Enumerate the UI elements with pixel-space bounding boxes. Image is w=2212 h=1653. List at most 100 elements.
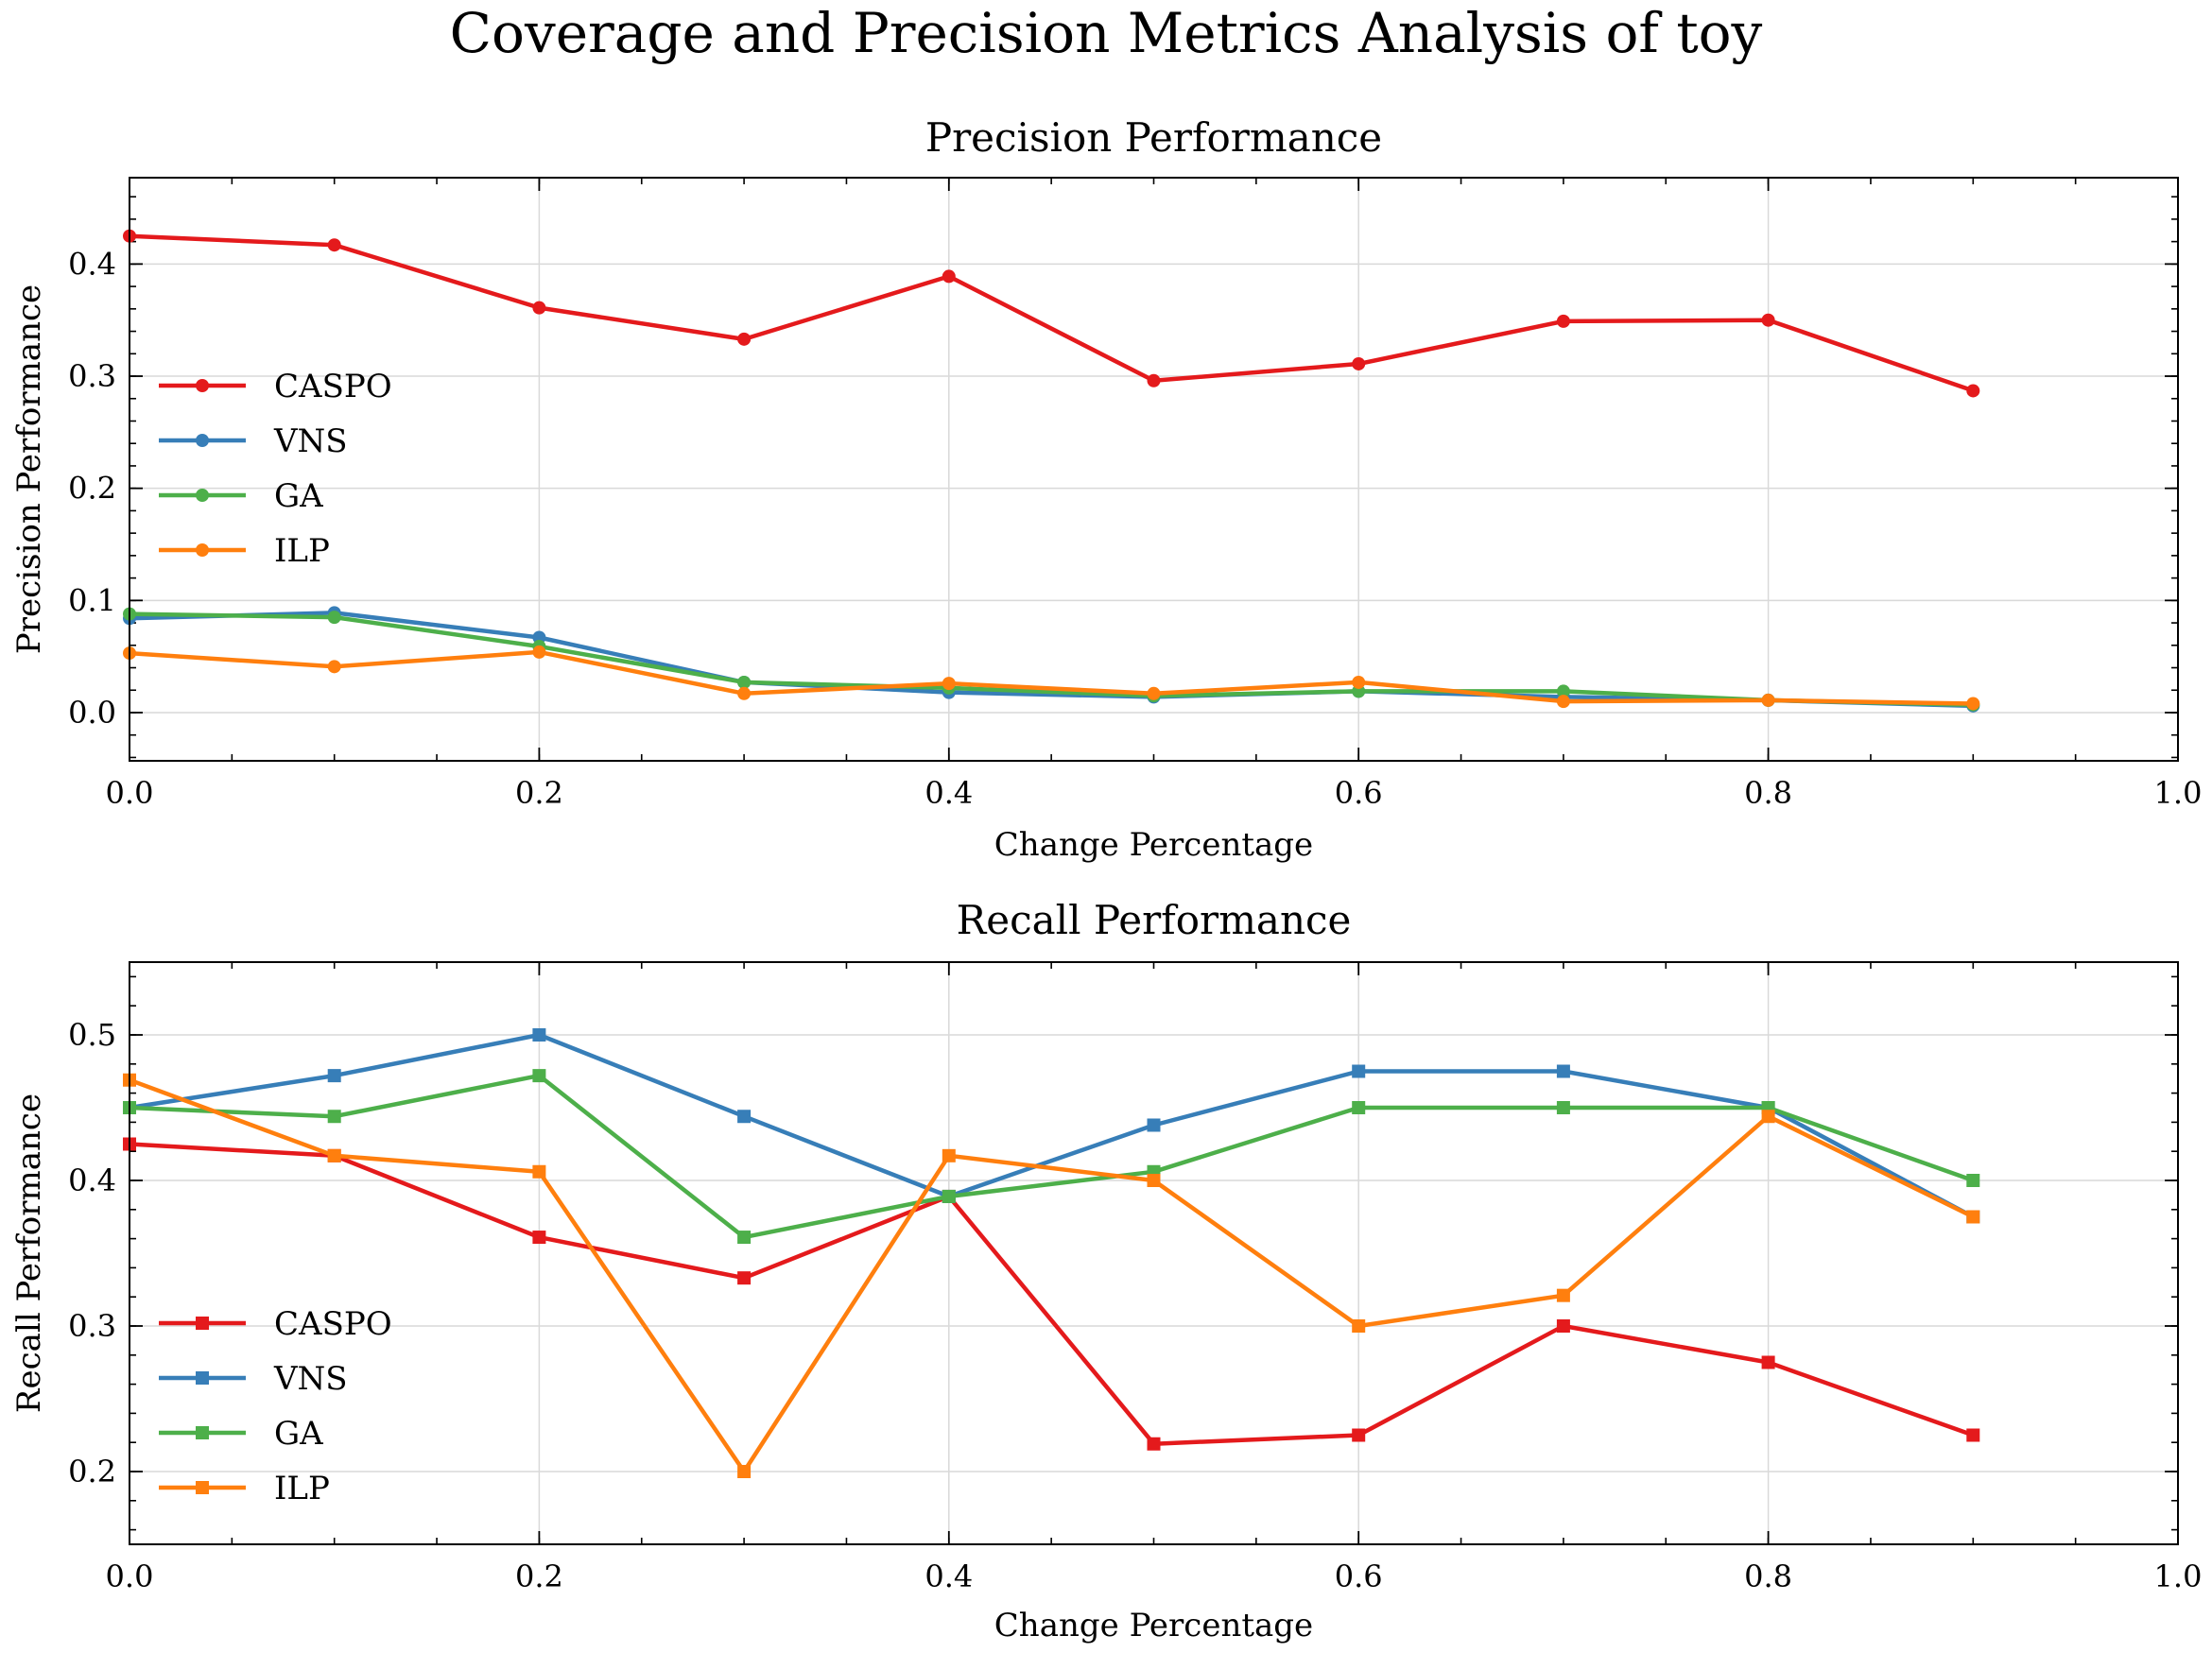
data-point (1556, 1101, 1570, 1114)
series-line-vns (127, 611, 1976, 709)
data-point (737, 1271, 752, 1285)
data-point (1352, 356, 1366, 370)
data-point (327, 1148, 341, 1162)
series-ilp (123, 645, 1980, 711)
series-line-ilp (127, 1077, 1976, 1474)
x-tick-label: 0.8 (1744, 1558, 1792, 1594)
series-line-ga (127, 1073, 1976, 1240)
legend-item-vns: VNS (159, 422, 348, 460)
data-point (1966, 384, 1980, 398)
data-point (1147, 1437, 1161, 1451)
legend-item-ilp: ILP (159, 1470, 330, 1507)
chart-2: 0.0 0.2 0.4 0.6 0.8 1.0 0.2 0.3 0.4 0.5 Recall Per… (10, 897, 2202, 1644)
data-point (1147, 373, 1161, 387)
series-line-caspo (127, 1142, 1976, 1446)
legend-label: ILP (274, 1470, 330, 1507)
data-point (532, 1069, 546, 1083)
y-tick-label: 0.4 (68, 1162, 116, 1198)
y-tick-label: 0.3 (68, 1308, 116, 1344)
series-vns (123, 1028, 1980, 1224)
data-point (1352, 1064, 1366, 1078)
data-point (532, 1028, 546, 1042)
x-tick-label: 0.4 (925, 775, 973, 811)
chart-1: 0.0 0.2 0.4 0.6 0.8 1.0 0.0 0.1 0.2 0.3 0.4 Precisi… (10, 114, 2202, 864)
series-caspo (123, 229, 1980, 398)
legend-marker (196, 1426, 209, 1439)
plot-frame (129, 177, 2179, 762)
data-point (1556, 695, 1570, 709)
data-point (737, 1465, 752, 1478)
y-axis-label: Recall Performance (10, 1093, 48, 1413)
data-point (1352, 675, 1366, 689)
series-ilp (123, 1073, 1980, 1478)
series-line-ga (127, 611, 1976, 707)
chart-title: Precision Performance (925, 114, 1382, 161)
y-tick-label: 0.2 (68, 471, 116, 507)
legend-marker (196, 379, 209, 392)
data-point (737, 675, 752, 689)
data-point (532, 1164, 546, 1179)
legend-label: GA (274, 1415, 323, 1453)
data-point (1761, 1355, 1775, 1369)
data-point (1147, 686, 1161, 700)
legend-label: VNS (273, 1360, 348, 1398)
data-point (1966, 697, 1980, 711)
legend-marker (196, 1317, 209, 1330)
y-tick-label: 0.2 (68, 1454, 116, 1489)
series-line-ilp (127, 649, 1976, 706)
x-tick-label: 0.0 (106, 1558, 154, 1594)
legend-label: VNS (273, 422, 348, 460)
series-line-vns (127, 1032, 1976, 1219)
y-tick-label: 0.5 (68, 1017, 116, 1053)
y-tick-label: 0.0 (68, 695, 116, 731)
figure-title: Coverage and Precision Metrics Analysis … (450, 1, 1763, 65)
data-point (1966, 1428, 1980, 1442)
legend-marker (196, 434, 209, 447)
data-point (1966, 1210, 1980, 1224)
data-point (1352, 1428, 1366, 1442)
data-point (1556, 1288, 1570, 1302)
data-point (1761, 313, 1775, 327)
legend-marker (196, 1371, 209, 1385)
data-point (1352, 1319, 1366, 1333)
y-tick-label: 0.1 (68, 582, 116, 618)
data-point (532, 1231, 546, 1245)
data-point (532, 301, 546, 315)
data-point (1147, 1118, 1161, 1132)
legend-label: ILP (274, 532, 330, 570)
x-tick-label: 0.2 (515, 1558, 563, 1594)
legend-item-ga: GA (159, 477, 323, 515)
plot-frame (129, 961, 2179, 1545)
x-tick-label: 0.6 (1335, 775, 1383, 811)
data-point (327, 238, 341, 252)
series-ga (123, 1069, 1980, 1245)
legend: CASPO VNS GA ILP (159, 368, 392, 570)
x-tick-label: 0.6 (1335, 1558, 1383, 1594)
series-line-caspo (127, 233, 1976, 393)
data-point (942, 1148, 956, 1162)
data-point (327, 611, 341, 625)
data-point (532, 645, 546, 659)
data-point (1761, 1110, 1775, 1124)
legend-marker (196, 543, 209, 557)
data-point (942, 677, 956, 691)
data-point (327, 1069, 341, 1083)
data-point (1761, 693, 1775, 707)
y-axis-label: Precision Performance (10, 284, 48, 654)
series-caspo (123, 1137, 1980, 1451)
legend-item-caspo: CASPO (159, 368, 392, 405)
data-point (737, 1110, 752, 1124)
legend: CASPO VNS GA ILP (159, 1305, 392, 1507)
chart-title: Recall Performance (957, 897, 1352, 943)
x-tick-label: 1.0 (2154, 1558, 2203, 1594)
legend-label: CASPO (274, 1305, 392, 1343)
legend-item-ilp: ILP (159, 532, 330, 570)
y-tick-label: 0.4 (68, 246, 116, 282)
data-point (1556, 684, 1570, 698)
legend-label: GA (274, 477, 323, 515)
x-tick-label: 0.0 (106, 775, 154, 811)
data-point (737, 1231, 752, 1245)
data-point (327, 1110, 341, 1124)
x-tick-label: 0.8 (1744, 775, 1792, 811)
